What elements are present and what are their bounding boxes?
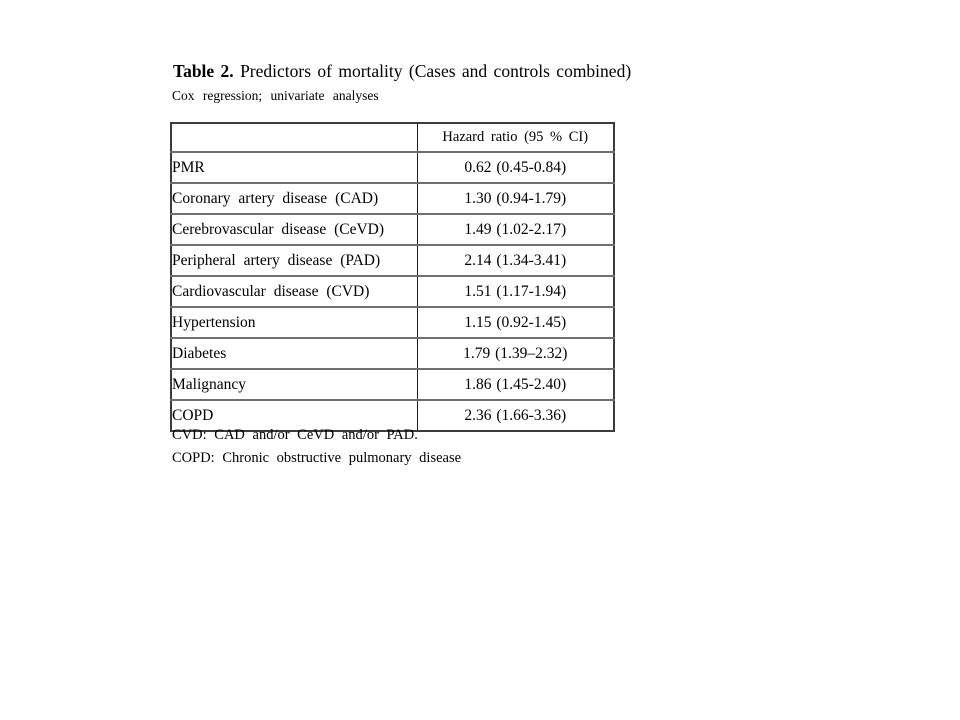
footnote-cvd: CVD: CAD and/or CeVD and/or PAD. — [172, 427, 418, 443]
table-row: Coronary artery disease (CAD) 1.30 (0.94… — [171, 182, 614, 214]
row-value: 1.51 (1.17-1.94) — [417, 275, 614, 307]
table-row: PMR 0.62 (0.45-0.84) — [171, 151, 614, 183]
row-value: 2.14 (1.34-3.41) — [417, 244, 614, 276]
table-row: Cerebrovascular disease (CeVD) 1.49 (1.0… — [171, 213, 614, 245]
row-label: Hypertension — [171, 306, 418, 338]
row-label: PMR — [171, 151, 418, 183]
footnotes: CVD: CAD and/or CeVD and/or PAD. COPD: C… — [172, 424, 461, 470]
row-label: Malignancy — [171, 368, 418, 400]
row-label: COPD — [171, 399, 418, 431]
table-subtitle: Cox regression; univariate analyses — [172, 88, 379, 103]
row-value: 0.62 (0.45-0.84) — [417, 151, 614, 183]
table-title-number: Table 2. — [173, 61, 234, 81]
row-value: 1.86 (1.45-2.40) — [417, 368, 614, 400]
row-label: Coronary artery disease (CAD) — [171, 182, 418, 214]
header-cell-hazard-ratio: Hazard ratio (95 % CI) — [442, 129, 589, 145]
row-value: 1.30 (0.94-1.79) — [417, 182, 614, 214]
table-row: Hypertension 1.15 (0.92-1.45) — [171, 306, 614, 338]
table-row: COPD 2.36 (1.66-3.36) — [171, 399, 614, 431]
table-header-row: Hazard ratio (95 % CI) — [171, 123, 614, 152]
row-value: 2.36 (1.66-3.36) — [417, 399, 614, 431]
row-label: Cerebrovascular disease (CeVD) — [171, 213, 418, 245]
table-row: Cardiovascular disease (CVD) 1.51 (1.17-… — [171, 275, 614, 307]
row-value: 1.79 (1.39–2.32) — [417, 337, 614, 369]
row-label: Peripheral artery disease (PAD) — [171, 244, 418, 276]
table-title: Table 2. Predictors of mortality (Cases … — [173, 60, 631, 82]
table-row: Diabetes 1.79 (1.39–2.32) — [171, 337, 614, 369]
row-value: 1.15 (0.92-1.45) — [417, 306, 614, 338]
row-label: Diabetes — [171, 337, 418, 369]
results-table: Hazard ratio (95 % CI) PMR 0.62 (0.45-0.… — [170, 122, 615, 432]
row-value: 1.49 (1.02-2.17) — [417, 213, 614, 245]
row-label: Cardiovascular disease (CVD) — [171, 275, 418, 307]
header-cell-empty — [171, 123, 418, 152]
table-title-text: Predictors of mortality (Cases and contr… — [233, 61, 632, 81]
table-row: Malignancy 1.86 (1.45-2.40) — [171, 368, 614, 400]
footnote-copd: COPD: Chronic obstructive pulmonary dise… — [172, 450, 462, 466]
table-row: Peripheral artery disease (PAD) 2.14 (1.… — [171, 244, 614, 276]
